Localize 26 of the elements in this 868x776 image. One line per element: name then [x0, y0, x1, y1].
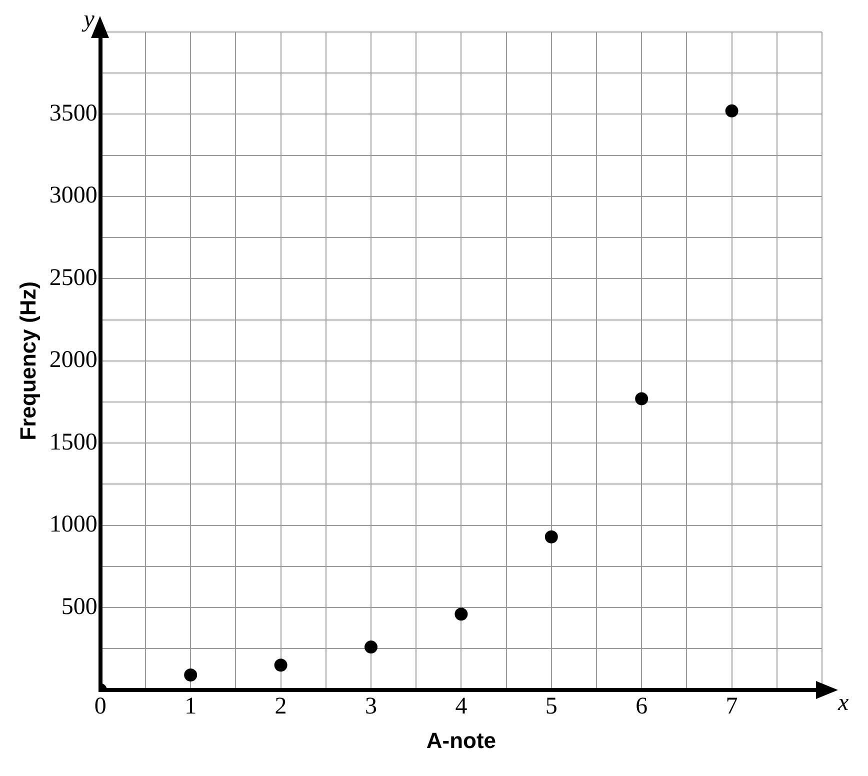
x-tick-label: 0 — [94, 693, 106, 720]
y-tick-label: 1500 — [49, 429, 98, 456]
point — [454, 608, 468, 621]
y-tick-label: 3000 — [49, 182, 98, 209]
point — [184, 668, 198, 682]
x-tick-label: 5 — [545, 693, 558, 720]
x-tick-label: 1 — [184, 693, 197, 720]
y-tick-label: 500 — [61, 594, 98, 620]
y-tick-label: 2500 — [49, 264, 98, 291]
y-axis-title: Frequency (Hz) — [15, 281, 40, 440]
y-tick-label: 2000 — [49, 347, 98, 374]
text: y — [82, 6, 95, 32]
point — [725, 104, 738, 118]
y-tick-label: 1000 — [49, 512, 98, 538]
x-tick-label: 4 — [455, 693, 468, 720]
point — [364, 640, 378, 654]
x-axis-title: A-note — [426, 728, 496, 753]
x-tick-label: 2 — [274, 693, 287, 720]
text: x — [837, 690, 849, 716]
point — [635, 392, 648, 406]
x-tick-label: 3 — [365, 693, 377, 720]
point — [274, 658, 288, 672]
x-tick-label: 7 — [726, 693, 738, 720]
y-tick-label: 3500 — [49, 100, 98, 127]
point — [544, 530, 558, 544]
x-tick-label: 6 — [636, 693, 648, 720]
